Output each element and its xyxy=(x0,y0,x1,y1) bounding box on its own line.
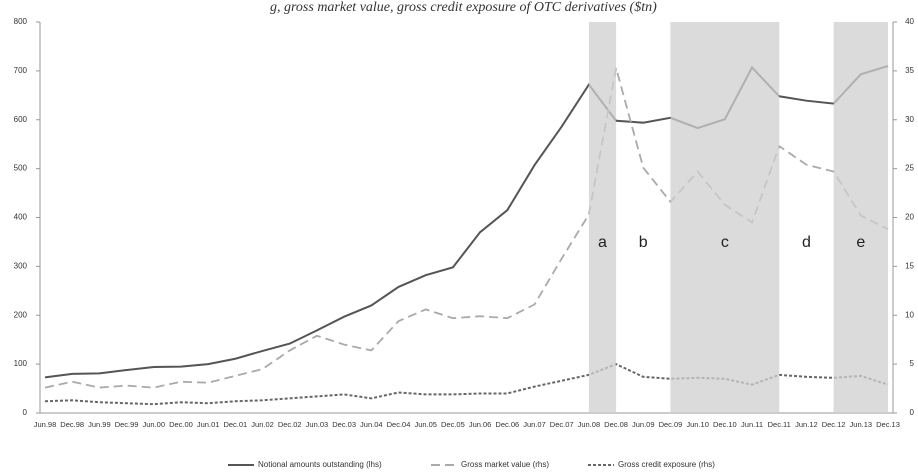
x-tick-label: Jun.10 xyxy=(686,420,709,429)
x-tick-label: Dec.01 xyxy=(223,420,247,429)
x-tick-label: Jun.99 xyxy=(88,420,111,429)
x-tick-label: Dec.02 xyxy=(278,420,302,429)
phase-shade xyxy=(588,22,617,413)
x-tick-label: Dec.99 xyxy=(115,420,139,429)
y2-tick-label: 5 xyxy=(910,359,915,368)
x-tick-label: Jun.08 xyxy=(578,420,601,429)
y-tick-label: 300 xyxy=(14,261,28,270)
x-tick-label: Dec.13 xyxy=(876,420,900,429)
x-tick-label: Dec.03 xyxy=(332,420,356,429)
y2-tick-label: 20 xyxy=(905,213,914,222)
x-tick-label: Jun.06 xyxy=(469,420,492,429)
x-tick-label: Jun.98 xyxy=(34,420,57,429)
x-tick-label: Dec.05 xyxy=(441,420,465,429)
x-tick-label: Jun.02 xyxy=(251,420,274,429)
y2-tick-label: 10 xyxy=(905,310,914,319)
x-tick-label: Jun.13 xyxy=(850,420,873,429)
x-tick-label: Dec.11 xyxy=(768,420,791,429)
x-tick-label: Dec.10 xyxy=(713,420,737,429)
y2-tick-label: 25 xyxy=(905,164,914,173)
x-tick-label: Jun.07 xyxy=(523,420,546,429)
legend-label: Gross credit exposure (rhs) xyxy=(618,460,715,469)
y2-tick-label: 30 xyxy=(905,115,914,124)
y2-tick-label: 15 xyxy=(905,261,914,270)
x-tick-label: Dec.06 xyxy=(495,420,519,429)
y-tick-label: 700 xyxy=(14,66,28,75)
legend-label: Gross market value (rhs) xyxy=(461,460,549,469)
x-tick-label: Dec.00 xyxy=(169,420,193,429)
phase-label: a xyxy=(598,234,607,251)
x-tick-label: Jun.09 xyxy=(632,420,655,429)
y-tick-label: 800 xyxy=(14,17,28,26)
y-tick-label: 600 xyxy=(14,115,28,124)
y-tick-label: 400 xyxy=(14,213,28,222)
y-tick-label: 0 xyxy=(23,408,28,417)
y2-tick-label: 0 xyxy=(910,408,915,417)
phase-label: e xyxy=(856,234,865,251)
y-tick-label: 200 xyxy=(14,310,28,319)
phase-shade xyxy=(833,22,888,413)
phase-shade xyxy=(670,22,780,413)
y2-tick-label: 40 xyxy=(905,17,914,26)
phase-label: c xyxy=(721,234,729,251)
y-tick-label: 500 xyxy=(14,164,28,173)
legend-label: Notional amounts outstanding (lhs) xyxy=(258,460,382,469)
x-tick-label: Dec.08 xyxy=(604,420,628,429)
x-tick-label: Jun.11 xyxy=(741,420,763,429)
x-tick-label: Dec.98 xyxy=(60,420,84,429)
y2-tick-label: 35 xyxy=(905,66,914,75)
phase-label: d xyxy=(802,234,811,251)
x-tick-label: Jun.01 xyxy=(197,420,220,429)
phase-label: b xyxy=(639,234,648,251)
x-tick-label: Dec.12 xyxy=(822,420,846,429)
x-tick-label: Dec.04 xyxy=(387,420,411,429)
x-tick-label: Dec.09 xyxy=(659,420,683,429)
x-tick-label: Dec.07 xyxy=(550,420,574,429)
x-tick-label: Jun.05 xyxy=(414,420,437,429)
x-tick-label: Jun.04 xyxy=(360,420,383,429)
x-tick-label: Jun.03 xyxy=(306,420,329,429)
x-tick-label: Jun.00 xyxy=(143,420,166,429)
chart-title: g, gross market value, gross credit expo… xyxy=(270,0,657,15)
y-tick-label: 100 xyxy=(14,359,28,368)
x-tick-label: Jun.12 xyxy=(795,420,818,429)
